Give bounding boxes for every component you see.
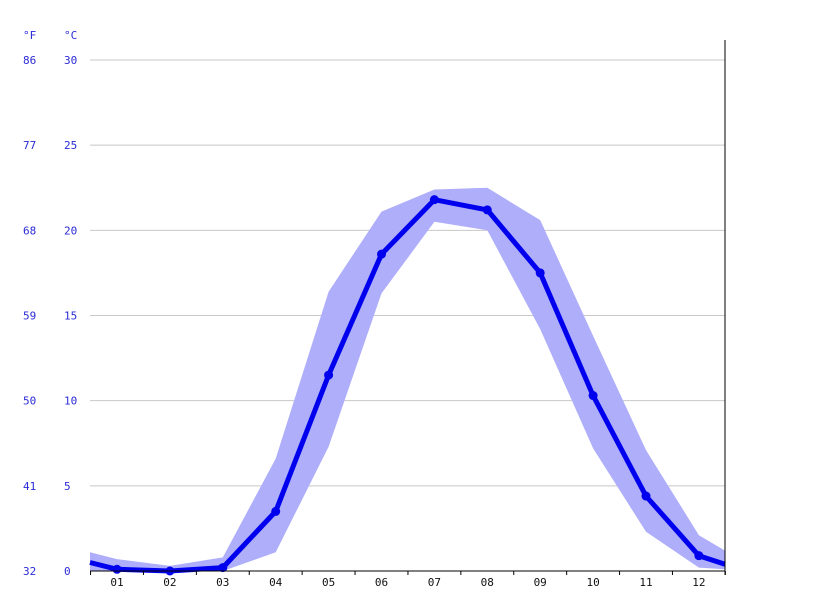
x-tick-label: 12 (692, 576, 705, 589)
celsius-unit-label: °C (64, 29, 77, 42)
x-tick-label: 01 (110, 576, 123, 589)
y-tick-fahrenheit: 77 (23, 139, 36, 152)
x-tick-label: 06 (375, 576, 388, 589)
y-tick-fahrenheit: 50 (23, 395, 36, 408)
y-tick-celsius: 0 (64, 565, 71, 578)
y-tick-fahrenheit: 59 (23, 310, 36, 323)
data-point (429, 195, 439, 205)
data-point (535, 268, 545, 278)
x-tick-label: 07 (428, 576, 441, 589)
data-point (482, 205, 492, 215)
temperature-line (89, 197, 726, 574)
y-tick-fahrenheit: 86 (23, 54, 36, 67)
data-point (218, 563, 228, 573)
temperature-range-band (90, 187, 725, 572)
fahrenheit-unit-label: °F (23, 29, 36, 42)
y-tick-celsius: 5 (64, 480, 71, 493)
data-point (112, 564, 122, 574)
data-point (324, 370, 334, 380)
data-point (588, 391, 598, 401)
x-tick-label: 02 (163, 576, 176, 589)
x-tick-label: 08 (481, 576, 494, 589)
x-tick-label: 03 (216, 576, 229, 589)
y-tick-celsius: 25 (64, 139, 77, 152)
x-tick-label: 05 (322, 576, 335, 589)
y-tick-fahrenheit: 41 (23, 480, 36, 493)
data-point (271, 506, 281, 516)
data-point (377, 249, 386, 259)
y-axis: 0 32 5 41 10 50 15 59 20 68 25 77 30 86 (23, 54, 77, 578)
x-tick-label: 09 (534, 576, 547, 589)
y-tick-celsius: 10 (64, 395, 77, 408)
y-tick-celsius: 15 (64, 310, 77, 323)
x-axis: 01 02 03 04 05 06 07 08 09 10 11 12 (90, 571, 726, 589)
x-tick-label: 11 (639, 576, 652, 589)
y-tick-celsius: 20 (64, 224, 77, 237)
data-point (694, 551, 704, 561)
data-points (112, 195, 704, 576)
y-tick-celsius: 30 (64, 54, 77, 67)
x-tick-label: 04 (269, 576, 283, 589)
data-point (641, 491, 651, 501)
x-tick-label: 10 (586, 576, 599, 589)
y-tick-fahrenheit: 32 (23, 565, 36, 578)
y-tick-fahrenheit: 68 (23, 224, 36, 237)
